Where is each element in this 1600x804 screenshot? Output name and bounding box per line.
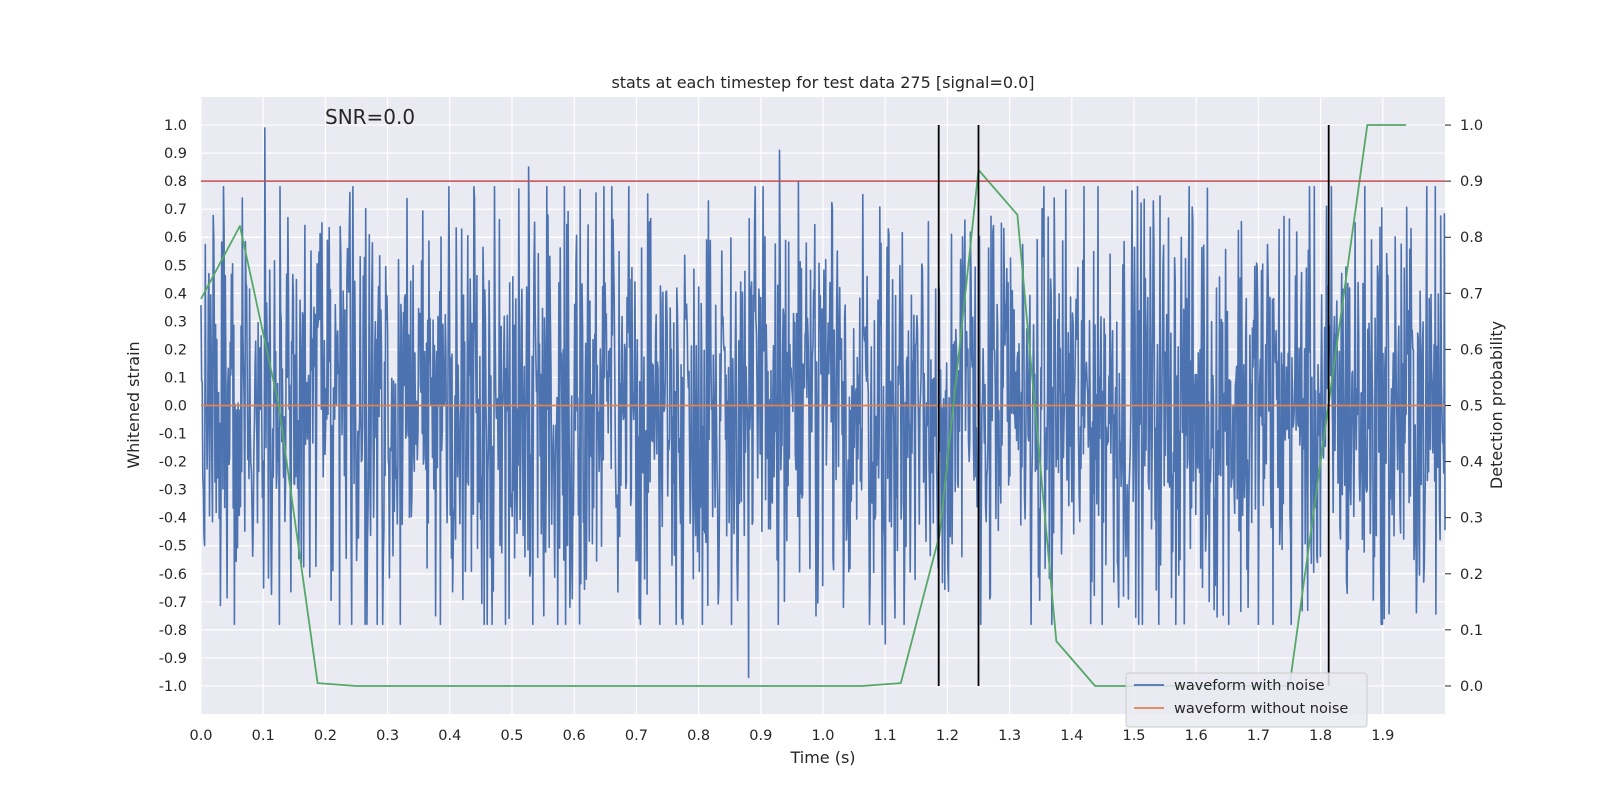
legend-label-clean: waveform without noise [1174,701,1348,717]
y-tick-label: 0.7 [164,202,187,218]
y-tick-label: -0.4 [159,511,187,527]
x-tick-label: 1.4 [1060,728,1083,744]
x-tick-label: 1.8 [1309,728,1332,744]
y-tick-label: -0.6 [159,567,187,583]
y2-tick-label: 0.0 [1460,679,1483,695]
tick-layer: 0.0 0.1 0.2 0.3 0.4 0.5 0.6 0.7 0.8 0.9 1.0 1.1 1.2 1… [159,118,1483,744]
x-tick-label: 0.0 [189,728,212,744]
x-tick-label: 0.7 [625,728,648,744]
x-tick-label: 0.8 [687,728,710,744]
y-tick-label: -0.7 [159,595,187,611]
x-axis-title: Time (s) [789,748,855,767]
x-tick-label: 0.5 [500,728,523,744]
x-tick-label: 1.1 [874,728,897,744]
y2-tick-label: 0.3 [1460,511,1483,527]
y-tick-label: 0.4 [164,286,187,302]
y-tick-label: 0.5 [164,258,187,274]
y2-tick-label: 0.7 [1460,286,1483,302]
y-tick-label: 0.0 [164,399,187,415]
y-tick-label: -0.2 [159,455,187,471]
y-tick-label: -0.1 [159,427,187,443]
x-tick-label: 1.9 [1371,728,1394,744]
y-tick-label: 0.3 [164,314,187,330]
y2-tick-label: 0.8 [1460,230,1483,246]
y-tick-label: -0.8 [159,623,187,639]
x-tick-label: 0.6 [563,728,586,744]
y2-tick-label: 0.4 [1460,455,1483,471]
y2-tick-label: 0.9 [1460,174,1483,190]
snr-annotation: SNR=0.0 [325,105,415,129]
x-tick-label: 0.9 [749,728,772,744]
x-tick-label: 0.4 [438,728,461,744]
y-tick-label: 0.6 [164,230,187,246]
y2-tick-label: 0.5 [1460,399,1483,415]
y2-tick-label: 0.6 [1460,342,1483,358]
series-layer [200,127,1446,679]
legend-label-noise: waveform with noise [1174,678,1325,694]
x-tick-label: 1.5 [1122,728,1145,744]
x-tick-label: 1.6 [1185,728,1208,744]
x-tick-label: 0.1 [252,728,275,744]
y-tick-label: 0.9 [164,146,187,162]
y2-tick-label: 0.2 [1460,567,1483,583]
legend-box [1125,672,1368,728]
waveform-with-noise-line [200,127,1446,679]
x-tick-label: 1.3 [998,728,1021,744]
x-tick-label: 1.7 [1247,728,1270,744]
y-tick-label: -1.0 [159,679,187,695]
y-tick-label: -0.5 [159,539,187,555]
y2-tick-label: 0.1 [1460,623,1483,639]
y2-axis-title: Detection probability [1487,321,1506,489]
chart-title: stats at each timestep for test data 275… [611,73,1034,92]
y-tick-label: -0.9 [159,651,187,667]
y-tick-label: -0.3 [159,483,187,499]
y-tick-label: 0.2 [164,342,187,358]
x-tick-label: 1.2 [936,728,959,744]
y-tick-label: 0.1 [164,370,187,386]
y-axis-title: Whitened strain [124,341,143,468]
x-tick-label: 0.3 [376,728,399,744]
y-tick-label: 0.8 [164,174,187,190]
y2-tick-label: 1.0 [1460,118,1483,134]
legend: waveform with noise waveform without noi… [1125,672,1368,728]
x-tick-label: 0.2 [314,728,337,744]
overlay-layer [200,124,1445,687]
y-tick-label: 1.0 [164,118,187,134]
x-tick-label: 1.0 [811,728,834,744]
